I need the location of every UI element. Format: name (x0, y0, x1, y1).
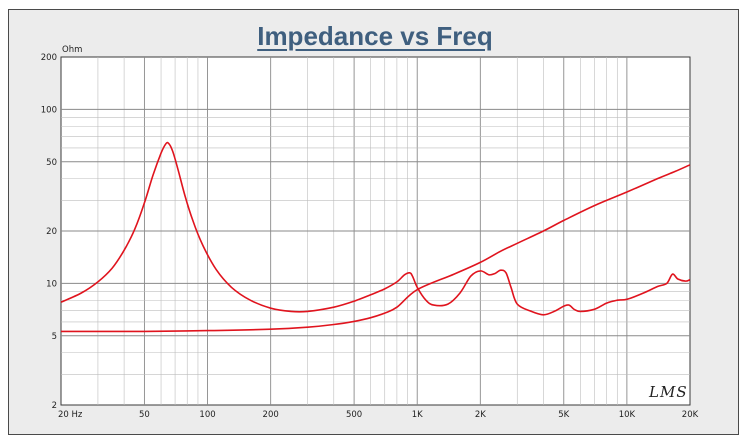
x-tick-label: 20K (682, 410, 699, 420)
impedance-series-2 (61, 164, 691, 333)
series-layer (60, 141, 691, 333)
x-tick-labels: 20 Hz 50 100 200 500 1K 2K 5K 10K 20K (58, 410, 699, 420)
y-tick-label: 200 (41, 53, 57, 63)
lms-watermark: LMS (649, 383, 688, 401)
x-tick-label: 100 (199, 410, 215, 420)
y-tick-label: 10 (46, 279, 57, 289)
y-unit-label: Ohm (62, 45, 82, 55)
x-tick-label: 200 (263, 410, 279, 420)
x-tick-label: 50 (139, 410, 150, 420)
y-tick-label: 50 (46, 158, 57, 168)
x-tick-label: 5K (558, 410, 569, 420)
x-tick-label: 500 (346, 410, 362, 420)
x-tick-label: 20 Hz (58, 410, 83, 420)
impedance-series-1 (60, 141, 691, 316)
x-tick-label: 10K (619, 410, 636, 420)
grid-lines (61, 57, 690, 405)
chart-title: Impedance vs Freq (257, 21, 493, 51)
x-tick-label: 2K (475, 410, 486, 420)
y-tick-label: 100 (41, 105, 57, 115)
y-tick-label: 2 (52, 401, 57, 411)
x-tick-label: 1K (412, 410, 423, 420)
y-tick-labels: 200 100 50 20 10 5 2 (41, 53, 57, 411)
y-tick-label: 20 (46, 227, 57, 237)
y-tick-label: 5 (52, 332, 57, 342)
